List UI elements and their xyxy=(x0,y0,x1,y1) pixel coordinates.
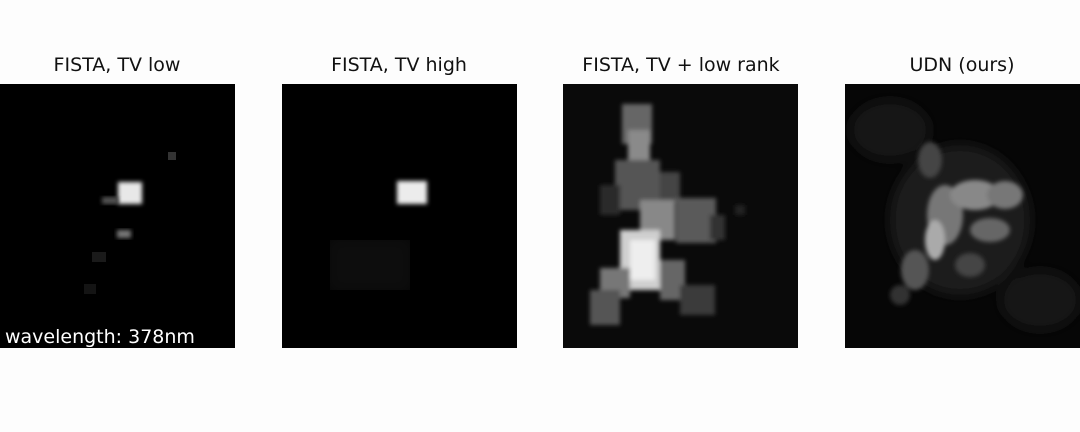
panel-title: FISTA, TV + low rank xyxy=(582,54,779,76)
image-panel xyxy=(282,84,517,348)
panel-title: FISTA, TV high xyxy=(331,54,467,76)
panel-title: FISTA, TV low xyxy=(54,54,181,76)
wavelength-label: wavelength: 378nm xyxy=(5,326,195,348)
image-panel: wavelength: 378nm xyxy=(0,84,235,348)
image-panel xyxy=(563,84,798,348)
panel-title: UDN (ours) xyxy=(910,54,1015,76)
image-panel xyxy=(845,84,1080,348)
